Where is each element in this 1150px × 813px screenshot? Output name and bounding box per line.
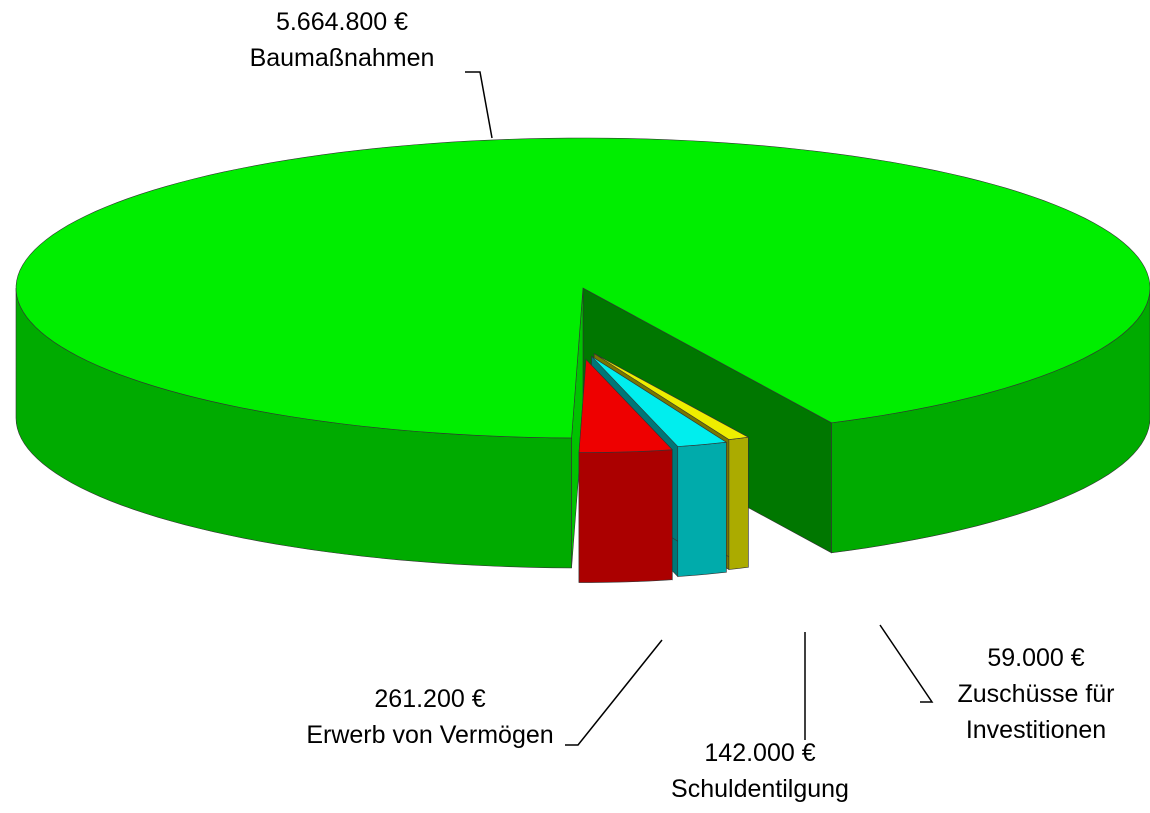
slice-wall xyxy=(677,441,727,577)
slice xyxy=(594,353,750,440)
leader-line xyxy=(879,624,934,703)
slice xyxy=(15,137,1150,439)
slice-label: 59.000 € Zuschüsse für Investitionen xyxy=(926,640,1146,748)
value-label: 142.000 € xyxy=(704,739,816,767)
slice xyxy=(578,358,673,453)
slice-wall xyxy=(578,449,673,583)
value-label: 5.664.800 € xyxy=(275,8,409,36)
category-label: Zuschüsse für Investitionen xyxy=(957,680,1115,744)
leader-line xyxy=(565,639,663,746)
category-label: Schuldentilgung xyxy=(671,775,849,803)
slice-label: 261.200 € Erwerb von Vermögen xyxy=(290,681,570,753)
value-label: 59.000 € xyxy=(987,644,1085,672)
slices xyxy=(15,137,1150,583)
category-label: Baumaßnahmen xyxy=(249,44,435,72)
slice-label: 5.664.800 € Baumaßnahmen xyxy=(232,4,452,76)
leader-line xyxy=(465,71,493,139)
slice xyxy=(591,356,728,447)
slice-wall xyxy=(728,436,749,570)
category-label: Erwerb von Vermögen xyxy=(306,721,554,749)
leader-lines xyxy=(465,71,934,746)
slice-label: 142.000 € Schuldentilgung xyxy=(650,735,870,807)
value-label: 261.200 € xyxy=(374,685,486,713)
